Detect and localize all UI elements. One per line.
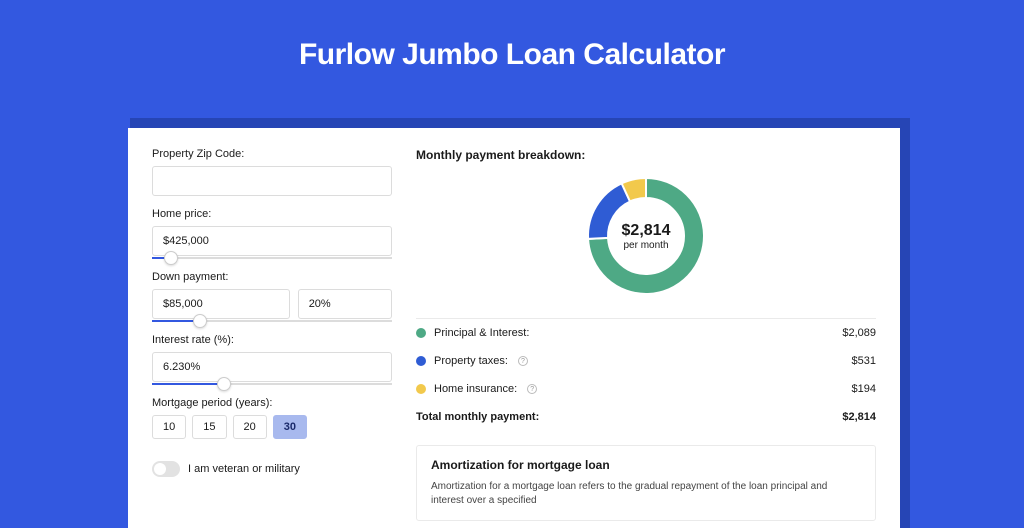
total-label: Total monthly payment: xyxy=(416,411,539,423)
period-label: Mortgage period (years): xyxy=(152,397,392,409)
breakdown-lines: Principal & Interest: $2,089 Property taxe… xyxy=(416,319,876,403)
page-root: Furlow Jumbo Loan Calculator Property Zi… xyxy=(0,0,1024,512)
downpayment-amount-input[interactable] xyxy=(152,289,290,319)
line-label-taxes: Property taxes: xyxy=(434,355,508,367)
legend-dot-taxes xyxy=(416,356,426,366)
line-value-taxes: $531 xyxy=(852,355,876,367)
donut-center: $2,814 per month xyxy=(586,176,706,296)
interest-label: Interest rate (%): xyxy=(152,334,392,346)
legend-dot-principal xyxy=(416,328,426,338)
legend-dot-insurance xyxy=(416,384,426,394)
line-value-insurance: $194 xyxy=(852,383,876,395)
period-btn-10[interactable]: 10 xyxy=(152,415,186,439)
homeprice-input[interactable] xyxy=(152,226,392,256)
breakdown-column: Monthly payment breakdown: $2,814 per mo… xyxy=(416,148,876,508)
amortization-box: Amortization for mortgage loan Amortizat… xyxy=(416,445,876,521)
line-label-principal: Principal & Interest: xyxy=(434,327,529,339)
calculator-card: Property Zip Code: Home price: Down paym… xyxy=(128,128,900,528)
amortization-body: Amortization for a mortgage loan refers … xyxy=(431,480,861,508)
homeprice-slider[interactable] xyxy=(152,257,392,259)
downpayment-slider[interactable] xyxy=(152,320,392,322)
downpayment-percent-input[interactable] xyxy=(298,289,392,319)
zip-input[interactable] xyxy=(152,166,392,196)
interest-slider-fill xyxy=(152,383,224,385)
donut-wrap: $2,814 per month xyxy=(586,176,706,296)
page-title: Furlow Jumbo Loan Calculator xyxy=(0,0,1024,72)
interest-slider[interactable] xyxy=(152,383,392,385)
period-btn-30[interactable]: 30 xyxy=(273,415,307,439)
downpayment-slider-thumb[interactable] xyxy=(193,314,207,328)
homeprice-slider-thumb[interactable] xyxy=(164,251,178,265)
amortization-title: Amortization for mortgage loan xyxy=(431,458,861,472)
info-icon[interactable]: ? xyxy=(518,356,528,366)
info-icon[interactable]: ? xyxy=(527,384,537,394)
line-taxes: Property taxes:? $531 xyxy=(416,347,876,375)
form-column: Property Zip Code: Home price: Down paym… xyxy=(152,148,392,508)
donut-area: $2,814 per month xyxy=(416,170,876,310)
veteran-row: I am veteran or military xyxy=(152,461,392,477)
interest-slider-thumb[interactable] xyxy=(217,377,231,391)
period-btn-15[interactable]: 15 xyxy=(192,415,226,439)
period-row: 1015 2030 xyxy=(152,415,392,439)
homeprice-label: Home price: xyxy=(152,208,392,220)
veteran-toggle-label: I am veteran or military xyxy=(188,463,300,475)
line-principal: Principal & Interest: $2,089 xyxy=(416,319,876,347)
donut-amount: $2,814 xyxy=(622,222,671,240)
donut-sub: per month xyxy=(623,240,668,251)
interest-input[interactable] xyxy=(152,352,392,382)
breakdown-title: Monthly payment breakdown: xyxy=(416,148,876,162)
line-value-principal: $2,089 xyxy=(842,327,876,339)
downpayment-label: Down payment: xyxy=(152,271,392,283)
downpayment-row xyxy=(152,289,392,319)
total-value: $2,814 xyxy=(842,411,876,423)
veteran-toggle[interactable] xyxy=(152,461,180,477)
line-insurance: Home insurance:? $194 xyxy=(416,375,876,403)
period-btn-20[interactable]: 20 xyxy=(233,415,267,439)
zip-label: Property Zip Code: xyxy=(152,148,392,160)
total-row: Total monthly payment: $2,814 xyxy=(416,403,876,431)
line-label-insurance: Home insurance: xyxy=(434,383,517,395)
